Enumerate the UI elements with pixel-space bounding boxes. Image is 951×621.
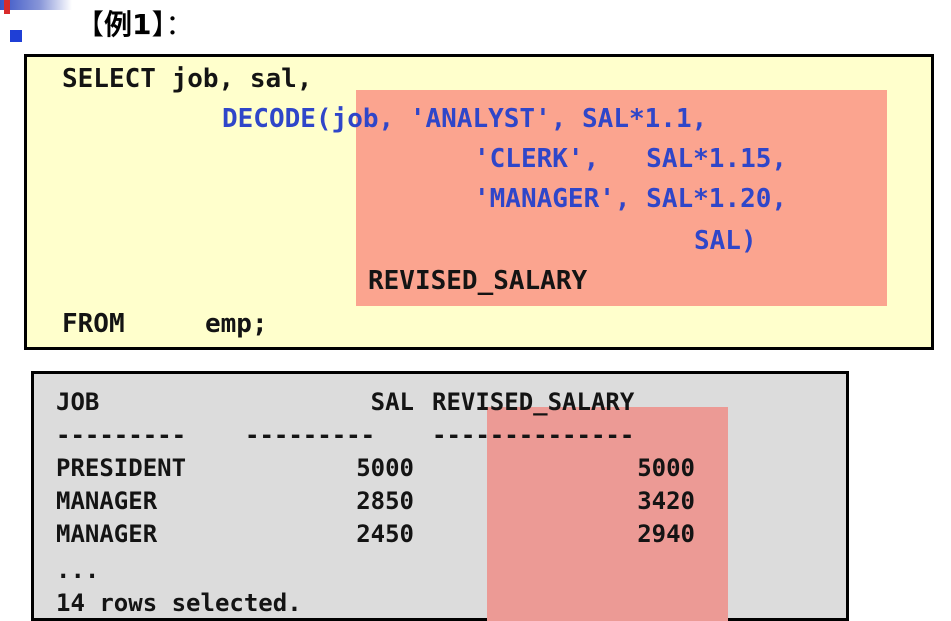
code-from-keyword: FROM (62, 309, 125, 339)
row-3-revised-salary: 2940 (637, 520, 695, 548)
column-header-revised-salary: REVISED_SALARY (432, 388, 635, 416)
row-2-job: MANAGER (56, 487, 158, 515)
decode-highlight (356, 90, 887, 306)
row-1-sal: 5000 (356, 454, 414, 482)
column-header-sal: SAL (370, 388, 414, 416)
decode-keyword: DECODE (222, 104, 316, 134)
row-3-job: MANAGER (56, 520, 158, 548)
square-bullet-icon (10, 30, 22, 42)
separator-sal: --------- (245, 421, 376, 449)
row-1-revised-salary: 5000 (637, 454, 695, 482)
code-line-clerk: 'CLERK', SAL*1.15, (474, 144, 788, 174)
heading-close-bracket: 】： (151, 8, 194, 41)
title-bar-decoration (0, 0, 72, 10)
separator-revised-salary: -------------- (432, 421, 635, 449)
row-2-sal: 2850 (356, 487, 414, 515)
row-1-job: PRESIDENT (56, 454, 187, 482)
code-line-manager: 'MANAGER', SAL*1.20, (474, 184, 788, 214)
code-line-alias: REVISED_SALARY (368, 266, 588, 296)
code-line-select: SELECT job, sal, (62, 64, 313, 94)
example-heading: 【例1】： (76, 0, 194, 50)
heading-open-bracket: 【 (76, 8, 105, 41)
separator-job: --------- (56, 421, 187, 449)
revised-salary-highlight (487, 407, 728, 621)
code-from-table: emp; (205, 309, 268, 339)
result-ellipsis: ... (56, 556, 100, 584)
title-marker-decoration (4, 0, 10, 14)
decode-args: (job, 'ANALYST', SAL*1.1, (315, 104, 708, 134)
row-3-sal: 2450 (356, 520, 414, 548)
heading-label: 例1 (104, 8, 152, 41)
code-line-default: SAL) (694, 226, 757, 256)
code-line-decode: DECODE(job, 'ANALYST', SAL*1.1, (222, 100, 707, 138)
rows-selected-footer: 14 rows selected. (56, 589, 302, 617)
row-2-revised-salary: 3420 (637, 487, 695, 515)
column-header-job: JOB (56, 388, 100, 416)
